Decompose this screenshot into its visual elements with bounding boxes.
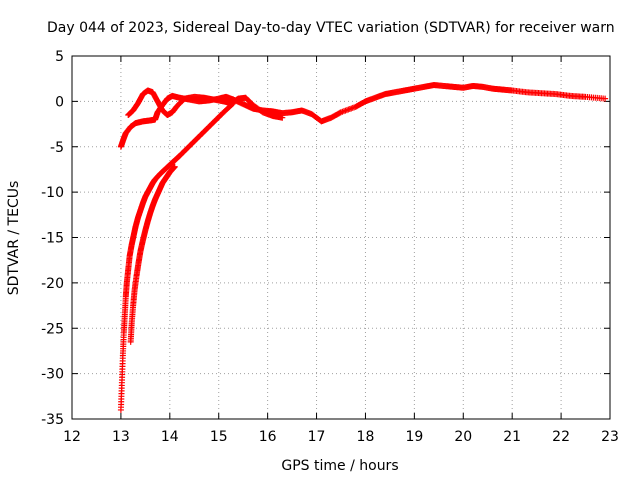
axis-ticks [71, 55, 611, 420]
x-tick-label: 22 [552, 429, 570, 445]
x-tick-label: 13 [112, 429, 130, 445]
x-tick-label: 16 [259, 429, 277, 445]
x-tick-label: 12 [63, 429, 81, 445]
y-tick-label: -5 [50, 140, 64, 156]
y-tick-label: 5 [55, 49, 64, 65]
y-tick-label: -20 [41, 276, 64, 292]
series-track-c [117, 100, 237, 413]
data-point [230, 100, 237, 107]
data-point [229, 101, 236, 108]
data-point [279, 114, 286, 121]
series-track-b [125, 87, 286, 121]
x-tick-label: 19 [405, 429, 423, 445]
x-tick-label: 21 [503, 429, 521, 445]
y-tick-label: -35 [41, 412, 64, 428]
y-tick-label: -25 [41, 321, 64, 337]
y-tick-label: -10 [41, 185, 64, 201]
data-point [171, 163, 178, 170]
x-axis-label: GPS time / hours [281, 458, 398, 474]
series-track-a [117, 82, 609, 150]
data-point [602, 95, 609, 102]
x-tick-label: 14 [161, 429, 179, 445]
data-points [117, 82, 609, 413]
series-track-d [127, 163, 178, 345]
y-axis-label: SDTVAR / TECUs [6, 181, 22, 296]
x-tick-label: 23 [601, 429, 619, 445]
y-tick-labels: 5 0 -5 -10 -15 -20 -25 -30 -35 [41, 49, 64, 428]
x-tick-label: 17 [308, 429, 326, 445]
chart-title: Day 044 of 2023, Sidereal Day-to-day VTE… [47, 20, 615, 36]
y-tick-label: 0 [55, 94, 64, 110]
y-tick-label: -15 [41, 231, 64, 247]
x-tick-labels: 12 13 14 15 16 17 18 19 20 21 22 23 [63, 429, 619, 445]
y-tick-label: -30 [41, 367, 64, 383]
x-tick-label: 18 [357, 429, 375, 445]
x-tick-label: 20 [454, 429, 472, 445]
x-tick-label: 15 [210, 429, 228, 445]
